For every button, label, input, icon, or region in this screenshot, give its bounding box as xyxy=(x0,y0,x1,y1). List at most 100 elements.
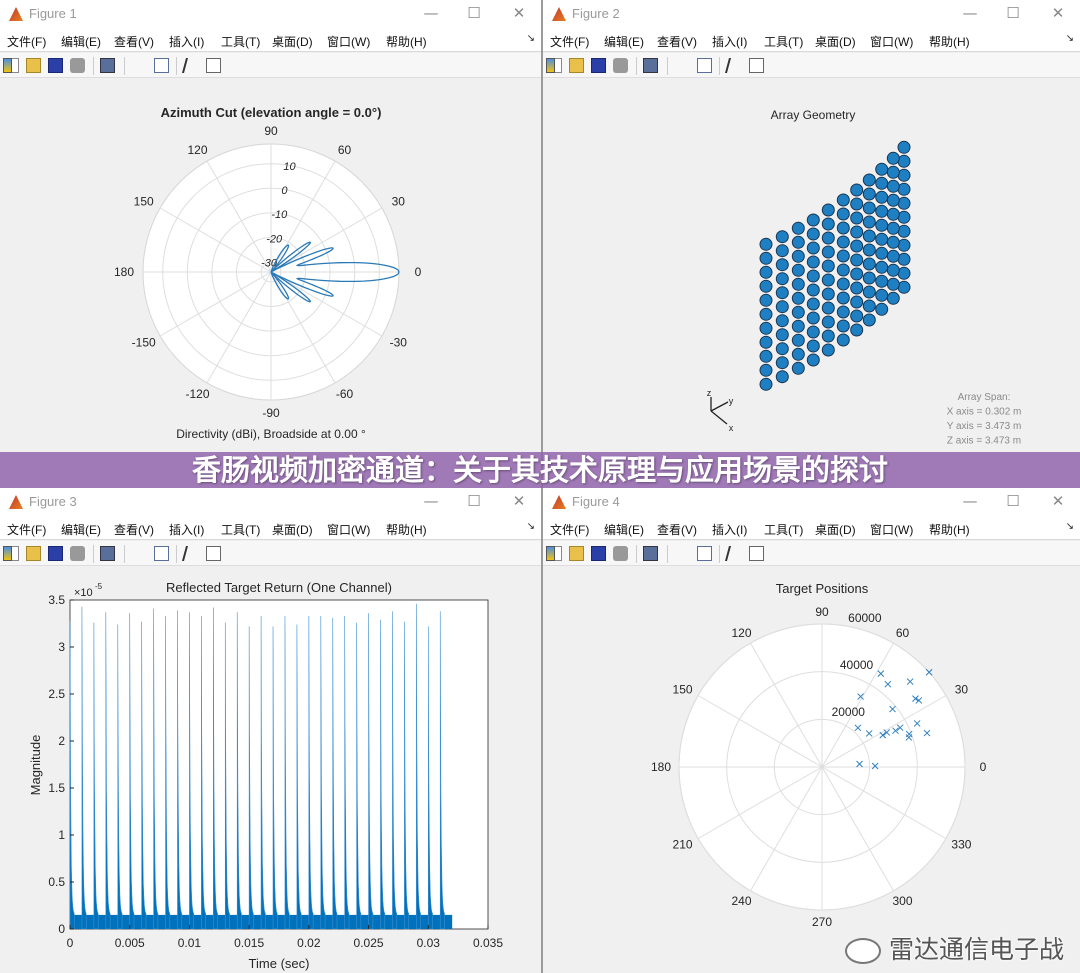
target-marker xyxy=(884,680,892,688)
title-bar[interactable]: Figure 4 — ☐ ✕ xyxy=(543,488,1080,516)
array-element-marker xyxy=(806,297,820,311)
minimize-button[interactable]: — xyxy=(962,4,978,22)
menu-item[interactable]: 编辑(E) xyxy=(604,35,644,49)
legend-icon[interactable] xyxy=(697,546,712,561)
toolbar-toggle-icon[interactable]: ↘ xyxy=(1065,33,1074,44)
menu-item[interactable]: 查看(V) xyxy=(657,35,697,49)
array-element-marker xyxy=(759,251,773,265)
print-icon[interactable] xyxy=(613,546,628,561)
menu-item[interactable]: 文件(F) xyxy=(550,523,590,537)
legend-icon[interactable] xyxy=(154,546,169,561)
minimize-button[interactable]: — xyxy=(423,4,439,22)
colorbar-icon[interactable] xyxy=(546,58,555,73)
menu-item[interactable]: 查看(V) xyxy=(114,35,154,49)
menu-item[interactable]: 编辑(E) xyxy=(61,35,101,49)
menu-item[interactable]: 桌面(D) xyxy=(272,523,313,537)
print-icon[interactable] xyxy=(70,58,85,73)
array-element-marker xyxy=(897,154,911,168)
save-icon[interactable] xyxy=(591,58,606,73)
angle-tick-label: 120 xyxy=(731,626,751,640)
menu-item[interactable]: 桌面(D) xyxy=(815,523,856,537)
menu-item[interactable]: 桌面(D) xyxy=(815,35,856,49)
array-element-marker xyxy=(897,168,911,182)
link-plot-icon[interactable] xyxy=(643,58,658,73)
menu-item[interactable]: 帮助(H) xyxy=(386,35,427,49)
array-element-marker xyxy=(821,301,835,315)
close-button[interactable]: ✕ xyxy=(1051,4,1065,22)
colorbar-icon[interactable] xyxy=(3,546,12,561)
title-bar[interactable]: Figure 1 — ☐ ✕ xyxy=(0,0,541,28)
toolbar-toggle-icon[interactable]: ↘ xyxy=(1065,521,1074,532)
menu-item[interactable]: 插入(I) xyxy=(169,523,205,537)
pulse-mark xyxy=(439,611,445,930)
menu-item[interactable]: 文件(F) xyxy=(7,523,47,537)
legend-icon[interactable] xyxy=(697,58,712,73)
menu-item[interactable]: 工具(T) xyxy=(764,523,804,537)
menu-item[interactable]: 工具(T) xyxy=(221,523,261,537)
polar-spoke xyxy=(750,642,823,768)
close-button[interactable]: ✕ xyxy=(512,492,526,510)
close-button[interactable]: ✕ xyxy=(512,4,526,22)
array-element-marker xyxy=(821,203,835,217)
menu-item[interactable]: 窗口(W) xyxy=(327,35,371,49)
menu-item[interactable]: 窗口(W) xyxy=(870,523,914,537)
property-editor-icon[interactable] xyxy=(749,546,764,561)
title-bar[interactable]: Figure 2 — ☐ ✕ xyxy=(543,0,1080,28)
menu-item[interactable]: 工具(T) xyxy=(221,35,261,49)
menu-item[interactable]: 文件(F) xyxy=(550,35,590,49)
save-icon[interactable] xyxy=(48,58,63,73)
link-plot-icon[interactable] xyxy=(100,546,115,561)
open-file-icon[interactable] xyxy=(26,546,41,561)
link-plot-icon[interactable] xyxy=(643,546,658,561)
property-editor-icon[interactable] xyxy=(206,546,221,561)
save-icon[interactable] xyxy=(48,546,63,561)
array-element-marker xyxy=(886,263,900,277)
print-icon[interactable] xyxy=(70,546,85,561)
menu-item[interactable]: 文件(F) xyxy=(7,35,47,49)
toolbar-toggle-icon[interactable]: ↘ xyxy=(526,521,535,532)
maximize-button[interactable]: ☐ xyxy=(1006,492,1020,510)
menu-item[interactable]: 帮助(H) xyxy=(386,523,427,537)
title-bar[interactable]: Figure 3 — ☐ ✕ xyxy=(0,488,541,516)
menu-item[interactable]: 查看(V) xyxy=(114,523,154,537)
menu-item[interactable]: 查看(V) xyxy=(657,523,697,537)
maximize-button[interactable]: ☐ xyxy=(467,492,481,510)
polar-spoke xyxy=(821,766,894,892)
menu-item[interactable]: 桌面(D) xyxy=(272,35,313,49)
save-icon[interactable] xyxy=(591,546,606,561)
menu-item[interactable]: 插入(I) xyxy=(712,35,748,49)
print-icon[interactable] xyxy=(613,58,628,73)
menu-item[interactable]: 插入(I) xyxy=(712,523,748,537)
menu-item[interactable]: 插入(I) xyxy=(169,35,205,49)
menu-item[interactable]: 窗口(W) xyxy=(870,35,914,49)
menu-item[interactable]: 帮助(H) xyxy=(929,35,970,49)
array-element-marker xyxy=(775,286,789,300)
menu-item[interactable]: 编辑(E) xyxy=(61,523,101,537)
minimize-button[interactable]: — xyxy=(423,492,439,510)
menu-item[interactable]: 窗口(W) xyxy=(327,523,371,537)
open-file-icon[interactable] xyxy=(569,58,584,73)
colorbar-icon[interactable] xyxy=(3,58,12,73)
array-element-marker xyxy=(862,215,876,229)
property-editor-icon[interactable] xyxy=(749,58,764,73)
toolbar-toggle-icon[interactable]: ↘ xyxy=(526,33,535,44)
property-editor-icon[interactable] xyxy=(206,58,221,73)
legend-icon[interactable] xyxy=(154,58,169,73)
maximize-button[interactable]: ☐ xyxy=(1006,4,1020,22)
toolbar xyxy=(0,541,541,566)
open-file-icon[interactable] xyxy=(26,58,41,73)
menu-item[interactable]: 编辑(E) xyxy=(604,523,644,537)
array-span-text: Array Span: xyxy=(958,392,1011,403)
array-element-marker xyxy=(875,204,889,218)
open-file-icon[interactable] xyxy=(569,546,584,561)
menu-item[interactable]: 工具(T) xyxy=(764,35,804,49)
minimize-button[interactable]: — xyxy=(962,492,978,510)
close-button[interactable]: ✕ xyxy=(1051,492,1065,510)
link-plot-icon[interactable] xyxy=(100,58,115,73)
target-marker xyxy=(906,678,914,685)
maximize-button[interactable]: ☐ xyxy=(467,4,481,22)
colorbar-icon[interactable] xyxy=(546,546,555,561)
array-element-marker xyxy=(821,315,835,329)
array-element-marker xyxy=(897,182,911,196)
menu-item[interactable]: 帮助(H) xyxy=(929,523,970,537)
